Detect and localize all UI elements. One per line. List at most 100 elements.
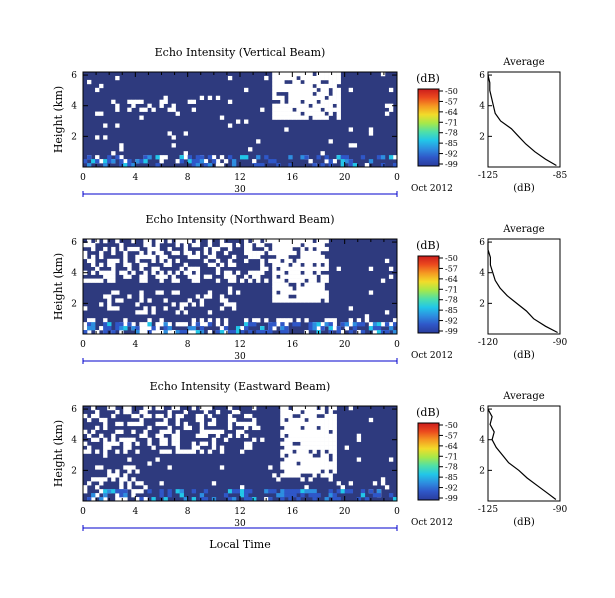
heatmap-cell [304, 290, 309, 295]
heatmap-cell [111, 433, 116, 438]
heatmap-cell [83, 306, 88, 311]
profile-title: Average [502, 224, 545, 235]
heatmap-cell [195, 330, 201, 335]
heatmap-cell [248, 242, 253, 248]
heatmap-cell [268, 497, 273, 502]
heatmap-cell [107, 326, 112, 331]
heatmap-cell [284, 457, 289, 462]
heatmap-cell [163, 417, 168, 423]
heatmap-cell [131, 465, 136, 470]
heatmap-cell [252, 250, 257, 256]
heatmap-cell [336, 72, 341, 77]
heatmap-cell [167, 409, 172, 415]
heatmap-cell [316, 286, 321, 291]
heatmap-cell [276, 258, 281, 264]
heatmap-cell [227, 242, 233, 248]
heatmap-cell [123, 497, 128, 502]
heatmap-cell [280, 286, 285, 291]
profile-x-label: (dB) [513, 183, 535, 194]
heatmap-cell [316, 266, 321, 271]
heatmap-cell [380, 330, 386, 335]
heatmap-cell [356, 433, 362, 438]
heatmap-cell [175, 278, 180, 283]
heatmap-cell [244, 425, 249, 431]
heatmap-cell [284, 111, 289, 116]
heatmap-cell [244, 318, 249, 323]
heatmap-cell [244, 445, 249, 450]
heatmap-cell [300, 298, 305, 303]
heatmap-cell [175, 437, 180, 442]
date-day-label: 30 [234, 352, 246, 362]
heatmap-cell [352, 163, 358, 168]
heatmap-cell [364, 497, 370, 502]
heatmap-cell [99, 262, 104, 268]
heatmap-cell [187, 250, 192, 256]
heatmap-cell [292, 87, 297, 93]
heatmap-cell [227, 75, 233, 81]
heatmap-cell [207, 330, 213, 335]
heatmap-cell [304, 83, 309, 89]
heatmap-cell [280, 461, 285, 466]
heatmap-cell [280, 493, 285, 498]
heatmap-cell [312, 406, 317, 411]
heatmap-cell [163, 306, 168, 311]
heatmap-cell [127, 457, 132, 462]
heatmap-cell [163, 449, 168, 454]
heatmap-cell [268, 489, 273, 494]
heatmap-cell [288, 489, 293, 494]
heatmap-cell [131, 322, 136, 327]
heatmap-cell [199, 330, 205, 335]
heatmap-cell [219, 262, 225, 268]
heatmap-cell [171, 278, 176, 283]
heatmap-cell [155, 290, 160, 295]
heatmap-cell [272, 79, 277, 85]
heatmap-cell [111, 477, 116, 482]
heatmap-cell [147, 441, 152, 446]
heatmap-cell [316, 75, 321, 81]
heatmap-cell [284, 406, 289, 411]
heatmap-cell [332, 417, 337, 423]
heatmap-cell [304, 95, 309, 101]
heatmap-cell [336, 497, 341, 502]
heatmap-cell [244, 489, 249, 494]
profile-y-tick-label: 6 [479, 71, 485, 81]
heatmap-cell [288, 417, 293, 423]
heatmap-cell [248, 250, 253, 256]
heatmap-cell [111, 437, 116, 442]
heatmap-cell [235, 290, 241, 295]
heatmap-cell [103, 135, 108, 140]
heatmap-cell [388, 103, 394, 108]
heatmap-cell [199, 318, 205, 323]
heatmap-cell [95, 477, 100, 482]
heatmap-cell [312, 409, 317, 415]
heatmap-cell [276, 270, 281, 275]
heatmap-cell [119, 481, 124, 486]
heatmap-cell [91, 262, 96, 268]
colorbar-tick-label: -92 [445, 150, 458, 159]
heatmap-cell [384, 310, 390, 315]
heatmap-cell [320, 461, 325, 466]
heatmap-cell [183, 425, 188, 431]
heatmap-cell [348, 322, 354, 327]
heatmap-cell [296, 298, 301, 303]
heatmap-cell [235, 242, 241, 248]
heatmap-cell [344, 155, 349, 160]
heatmap-cell [328, 437, 333, 442]
heatmap-cell [179, 266, 184, 271]
heatmap-cell [143, 406, 148, 411]
colorbar-tick-label: -71 [445, 118, 458, 127]
x-tick-label: 0 [80, 340, 86, 350]
heatmap-cell [288, 99, 293, 104]
heatmap-cell [328, 159, 333, 164]
heatmap-cell [99, 111, 104, 116]
heatmap-cell [195, 254, 201, 260]
heatmap-cell [127, 465, 132, 470]
heatmap-cell [159, 155, 164, 160]
heatmap-cell [296, 103, 301, 108]
heatmap-cell [175, 239, 180, 244]
heatmap-cell [288, 246, 293, 252]
heatmap-cell [135, 302, 140, 307]
heatmap-cell [292, 425, 297, 431]
heatmap-cell [328, 103, 333, 108]
heatmap-cell [240, 489, 245, 494]
